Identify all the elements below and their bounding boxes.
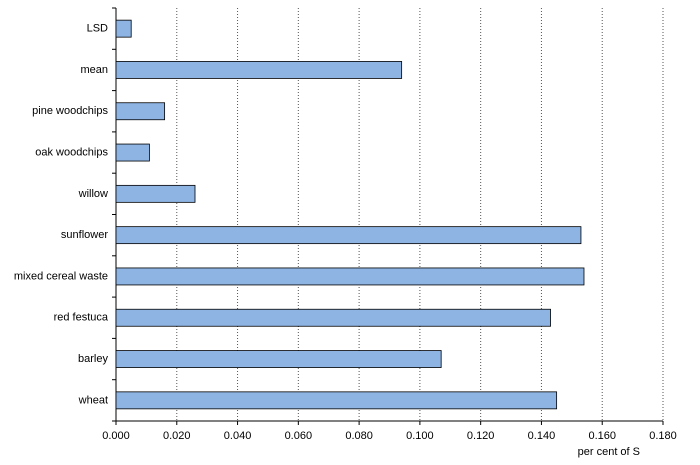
y-tick-label: oak woodchips: [35, 146, 108, 158]
y-tick-label: barley: [78, 353, 108, 365]
bar: [115, 391, 558, 410]
x-tick-label: 0.140: [528, 430, 556, 442]
y-tick-label: wheat: [78, 394, 108, 406]
bar: [115, 61, 403, 79]
x-tick-label: 0.100: [406, 430, 434, 442]
x-tick-label: 0.180: [649, 430, 677, 442]
y-tick-label: red festuca: [54, 312, 109, 324]
x-tick-label: 0.060: [285, 430, 313, 442]
x-tick-label: 0.080: [345, 430, 373, 442]
bar: [115, 143, 150, 162]
bar: [115, 184, 196, 203]
y-tick-label: pine woodchips: [32, 105, 108, 117]
bar: [115, 267, 585, 286]
bar: [115, 19, 132, 38]
bar: [115, 350, 442, 368]
y-tick-label: mixed cereal waste: [14, 270, 108, 282]
x-tick-label: 0.000: [102, 430, 130, 442]
y-tick-label: willow: [78, 188, 108, 200]
y-tick-label: mean: [80, 64, 108, 76]
y-tick-label: LSD: [87, 23, 108, 35]
bar: [115, 102, 166, 121]
y-tick-label: sunflower: [61, 229, 108, 241]
bar: [115, 308, 551, 327]
bar: [115, 226, 582, 245]
x-tick-label: 0.160: [588, 430, 616, 442]
x-axis-label: per cent of S: [578, 446, 640, 458]
x-tick-label: 0.120: [467, 430, 495, 442]
x-tick-label: 0.040: [224, 430, 252, 442]
x-tick-label: 0.020: [163, 430, 191, 442]
